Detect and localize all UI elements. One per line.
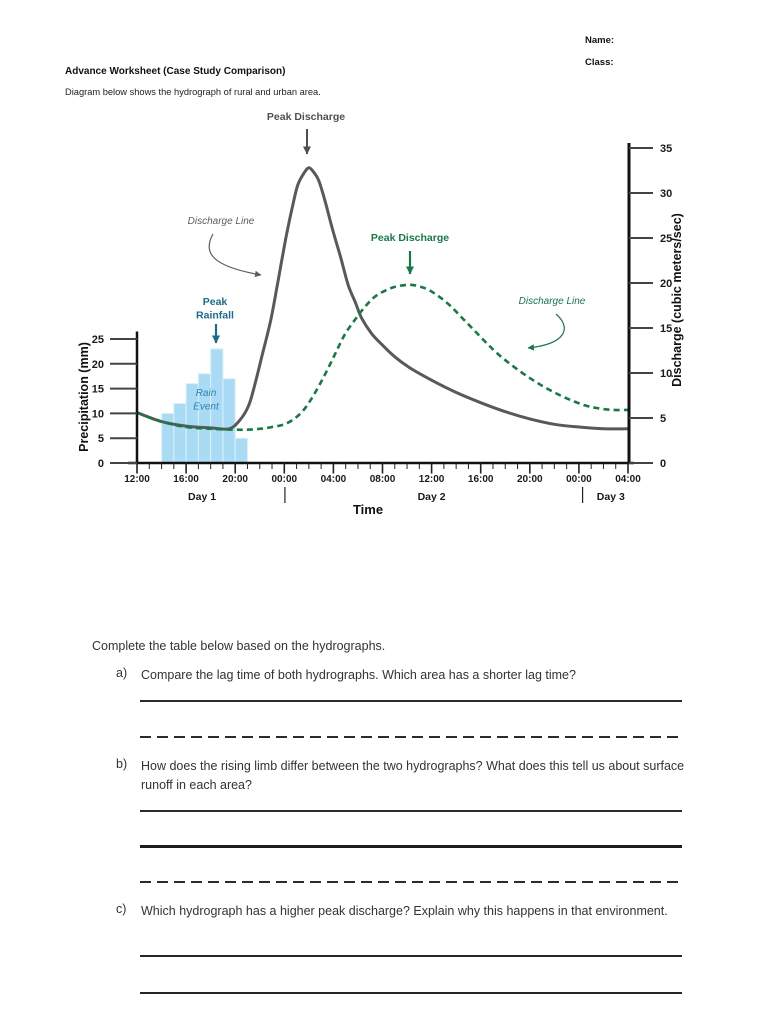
rain-event-label-text: Event [193, 402, 220, 413]
left-tick-label: 5 [98, 433, 104, 445]
urban-discharge-line-label-leader-arrow [208, 233, 262, 278]
x-tick-label: 12:00 [419, 474, 445, 485]
right-tick-label: 10 [660, 368, 672, 380]
answer-line [140, 955, 682, 957]
x-tick-label: 00:00 [566, 474, 592, 485]
x-tick-label: 04:00 [321, 474, 347, 485]
rain-event-bars [161, 348, 248, 464]
right-tick-label: 5 [660, 413, 666, 425]
question-c-text: Which hydrograph has a higher peak disch… [141, 904, 668, 918]
rain-event-label-text: Rain [196, 388, 217, 399]
x-tick-label: 20:00 [517, 474, 543, 485]
answer-line [140, 810, 682, 812]
urban-discharge-line [135, 166, 630, 431]
worksheet-subtitle: Diagram below shows the hydrograph of ru… [65, 87, 321, 97]
urban-peak-discharge-label: Peak Discharge [267, 111, 345, 155]
left-tick-label: 10 [92, 408, 104, 420]
worksheet-title: Advance Worksheet (Case Study Comparison… [65, 66, 286, 77]
rural-discharge-line-label-text: Discharge Line [519, 296, 586, 307]
day-label: Day 1 [188, 491, 216, 503]
left-tick-label: 20 [92, 359, 104, 371]
rural-discharge-line-label: Discharge Line [519, 296, 586, 351]
class-label: Class: [585, 57, 614, 68]
right-tick-label: 25 [660, 233, 672, 245]
rain-event-label: Rain Event [193, 388, 220, 413]
left-tick-label: 25 [92, 334, 104, 346]
x-tick-label: 16:00 [173, 474, 199, 485]
right-tick-label: 15 [660, 323, 672, 335]
x-tick-label: 04:00 [615, 474, 641, 485]
question-a-label: a) [116, 666, 128, 680]
right-tick-label: 30 [660, 188, 672, 200]
peak-rainfall-label-text: Peak [203, 296, 228, 308]
rural-peak-discharge-label: Peak Discharge [371, 232, 449, 275]
day-label: Day 2 [418, 491, 446, 503]
hydrograph-chart: 12:00 16:00 20:00 00:00 04:00 08:00 12:00 16:00… [77, 111, 684, 517]
left-tick-label: 0 [98, 458, 104, 470]
urban-peak-discharge-label-text: Peak Discharge [267, 111, 345, 123]
left-tick-label: 15 [92, 384, 104, 396]
x-tick-label: 08:00 [370, 474, 396, 485]
answer-line-dashed [140, 881, 682, 884]
axes: 12:00 16:00 20:00 00:00 04:00 08:00 12:00 16:00… [77, 143, 684, 517]
x-tick-label: 16:00 [468, 474, 494, 485]
rain-bar [173, 403, 187, 464]
rural-peak-discharge-label-text: Peak Discharge [371, 232, 449, 244]
rain-bar [234, 437, 248, 464]
answer-line-dashed [140, 736, 682, 739]
answer-line [140, 992, 682, 994]
right-tick-label: 35 [660, 143, 672, 155]
question-b-text: How does the rising limb differ between … [141, 759, 685, 792]
urban-discharge-line-label-text: Discharge Line [188, 216, 255, 227]
rural-discharge-line-label-leader-arrow [527, 313, 565, 351]
x-tick-label: 20:00 [222, 474, 248, 485]
urban-discharge-line-label: Discharge Line [188, 216, 262, 278]
x-axis-title: Time [353, 502, 383, 517]
peak-rainfall-label-text: Rainfall [196, 310, 234, 322]
x-tick-label: 12:00 [124, 474, 150, 485]
right-tick-label: 20 [660, 278, 672, 290]
right-tick-label: 0 [660, 458, 666, 470]
name-label: Name: [585, 35, 615, 46]
left-axis-title: Precipitation (mm) [77, 342, 91, 452]
rural-discharge-line [136, 283, 629, 432]
answer-line-thick [140, 845, 682, 848]
answer-line [140, 700, 682, 702]
right-axis-title: Discharge (cubic meters/sec) [670, 213, 684, 387]
day-label: Day 3 [597, 491, 625, 503]
questions-intro: Complete the table below based on the hy… [92, 639, 386, 653]
rain-bar [222, 378, 236, 464]
question-c-label: c) [116, 902, 127, 916]
question-b-label: b) [116, 757, 128, 771]
question-a-text: Compare the lag time of both hydrographs… [141, 668, 576, 682]
peak-rainfall-label: Peak Rainfall [196, 296, 234, 344]
x-tick-label: 00:00 [272, 474, 298, 485]
